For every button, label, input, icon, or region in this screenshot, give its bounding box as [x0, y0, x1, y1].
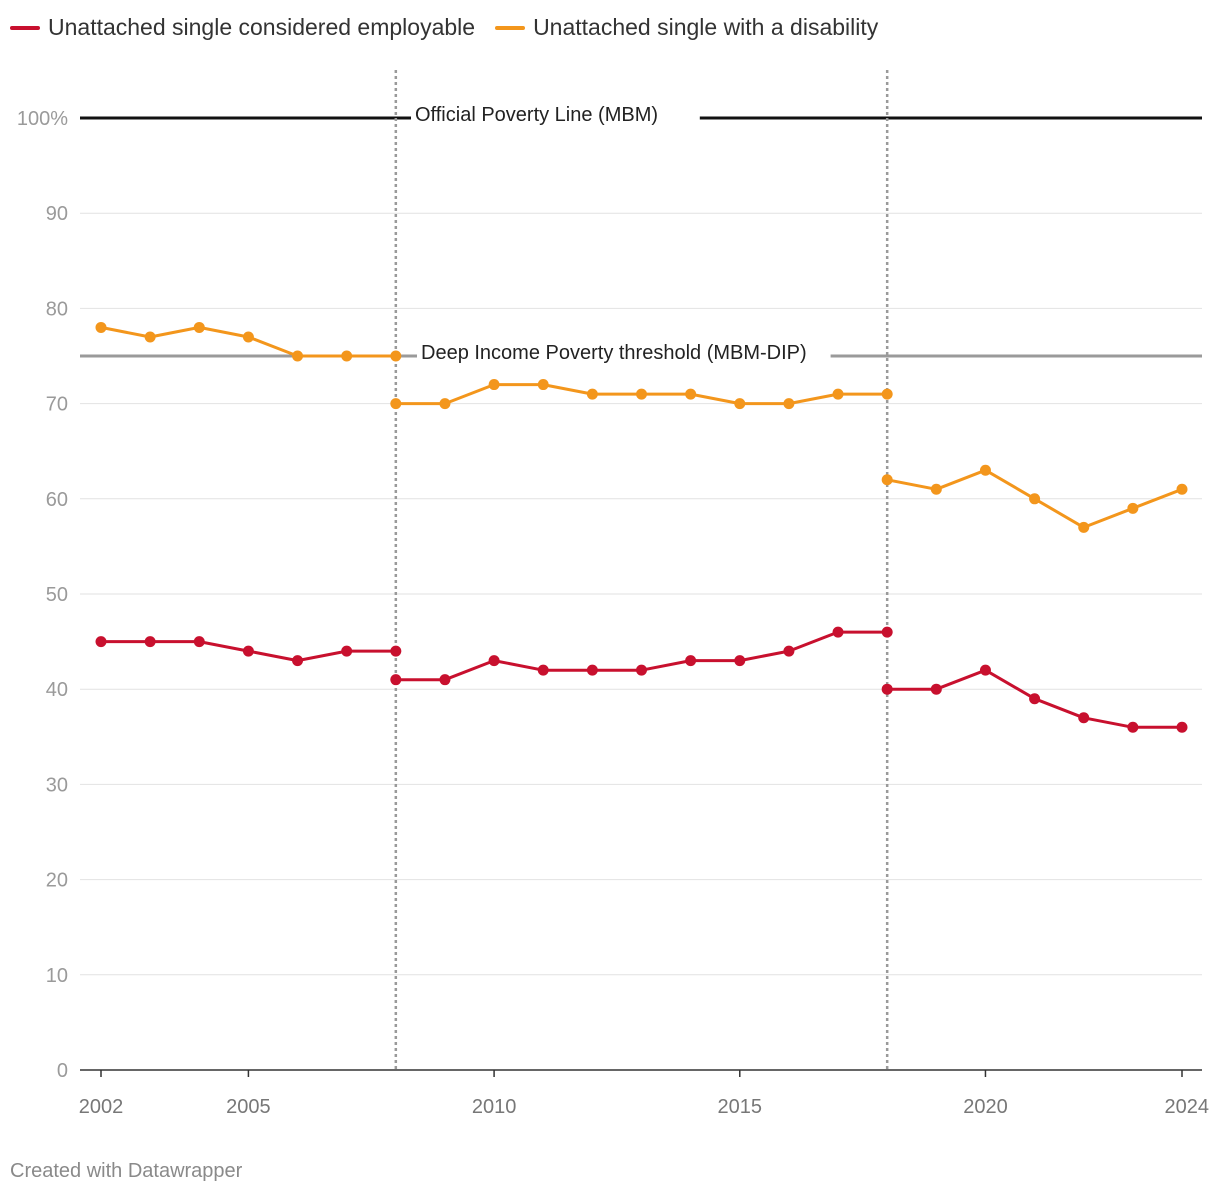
reference-label-bg-100 [411, 104, 700, 130]
data-point-employable-2013 [636, 664, 647, 676]
data-point-disability-2010 [488, 379, 500, 391]
data-point-employable-2018 [881, 626, 893, 638]
data-point-employable-2022 [1078, 712, 1090, 724]
data-point-employable-2020 [979, 664, 991, 676]
data-point-employable-2012 [586, 664, 598, 676]
y-tick-label-90: 90 [46, 203, 68, 225]
data-point-disability-2018 [881, 474, 893, 486]
data-point-employable-2017 [832, 626, 844, 638]
data-point-employable-2024 [1176, 721, 1188, 733]
data-point-employable-2015 [734, 655, 746, 667]
data-point-employable-2009 [439, 674, 451, 686]
reference-label-bg-75 [417, 342, 831, 368]
y-tick-label-50: 50 [46, 584, 68, 606]
y-tick-label-20: 20 [46, 870, 68, 892]
data-point-disability-2006 [292, 350, 304, 362]
data-point-employable-2007 [341, 645, 353, 657]
data-point-disability-2023 [1127, 502, 1139, 514]
data-point-disability-2004 [193, 321, 205, 333]
footer-credit: Created with Datawrapper [10, 1160, 243, 1182]
data-point-disability-2016 [783, 398, 795, 410]
legend-swatch-employable [10, 25, 40, 30]
data-point-employable-2023 [1127, 721, 1139, 733]
data-point-employable-2016 [783, 645, 795, 657]
data-point-employable-2006 [292, 655, 304, 667]
y-tick-label-30: 30 [46, 774, 68, 796]
x-tick-label-2002: 2002 [79, 1096, 124, 1118]
data-point-employable-2018 [881, 683, 893, 695]
legend-item-disability: Unattached single with a disability [495, 14, 878, 41]
y-tick-label-0: 0 [57, 1060, 68, 1082]
data-point-employable-2004 [193, 636, 205, 648]
data-point-employable-2021 [1029, 693, 1041, 705]
y-tick-label-40: 40 [46, 679, 68, 701]
x-tick-label-2020: 2020 [963, 1096, 1008, 1118]
data-point-disability-2017 [832, 388, 844, 400]
y-tick-label-10: 10 [46, 965, 68, 987]
data-point-employable-2005 [242, 645, 254, 657]
data-point-employable-2014 [685, 655, 697, 667]
line-chart: 0 10 20 30 40 50 60 70 80 90 100% 2002 2005 2010 2015 2… [17, 70, 1210, 1118]
data-point-employable-2010 [488, 655, 500, 667]
x-tick-label-2015: 2015 [718, 1096, 763, 1118]
y-tick-label-60: 60 [46, 489, 68, 511]
y-tick-label-70: 70 [46, 394, 68, 416]
reference-label-100: Official Poverty Line (MBM) [415, 104, 658, 126]
data-point-disability-2019 [930, 483, 942, 495]
data-point-disability-2002 [95, 321, 107, 333]
data-point-employable-2011 [537, 664, 549, 676]
data-point-disability-2003 [144, 331, 156, 343]
data-point-disability-2008 [390, 350, 402, 362]
data-point-disability-2007 [341, 350, 353, 362]
data-point-disability-2020 [979, 464, 991, 476]
y-tick-label-100: 100% [17, 108, 68, 130]
y-tick-label-80: 80 [46, 298, 68, 320]
data-point-employable-2008 [390, 674, 402, 686]
legend-label-employable: Unattached single considered employable [48, 14, 476, 40]
chart-legend: Unattached single considered employable … [10, 14, 898, 41]
x-tick-label-2005: 2005 [226, 1096, 271, 1118]
data-point-disability-2012 [586, 388, 598, 400]
legend-label-disability: Unattached single with a disability [533, 14, 879, 40]
data-point-disability-2024 [1176, 483, 1188, 495]
legend-item-employable: Unattached single considered employable [10, 14, 475, 41]
data-point-disability-2021 [1029, 493, 1041, 505]
data-point-employable-2019 [930, 683, 942, 695]
data-point-disability-2011 [537, 379, 549, 391]
reference-label-75: Deep Income Poverty threshold (MBM-DIP) [421, 342, 807, 364]
x-tick-label-2010: 2010 [472, 1096, 517, 1118]
data-point-employable-2002 [95, 636, 107, 648]
data-point-employable-2008 [390, 645, 402, 657]
data-point-disability-2005 [242, 331, 254, 343]
data-point-disability-2022 [1078, 521, 1090, 533]
data-point-disability-2018 [881, 388, 893, 400]
legend-swatch-disability [495, 25, 526, 30]
data-point-disability-2008 [390, 398, 402, 410]
data-point-disability-2015 [734, 398, 746, 410]
data-point-disability-2013 [636, 388, 647, 400]
data-point-disability-2009 [439, 398, 451, 410]
x-tick-label-2024: 2024 [1165, 1096, 1210, 1118]
data-point-employable-2003 [144, 636, 156, 648]
data-point-disability-2014 [685, 388, 697, 400]
